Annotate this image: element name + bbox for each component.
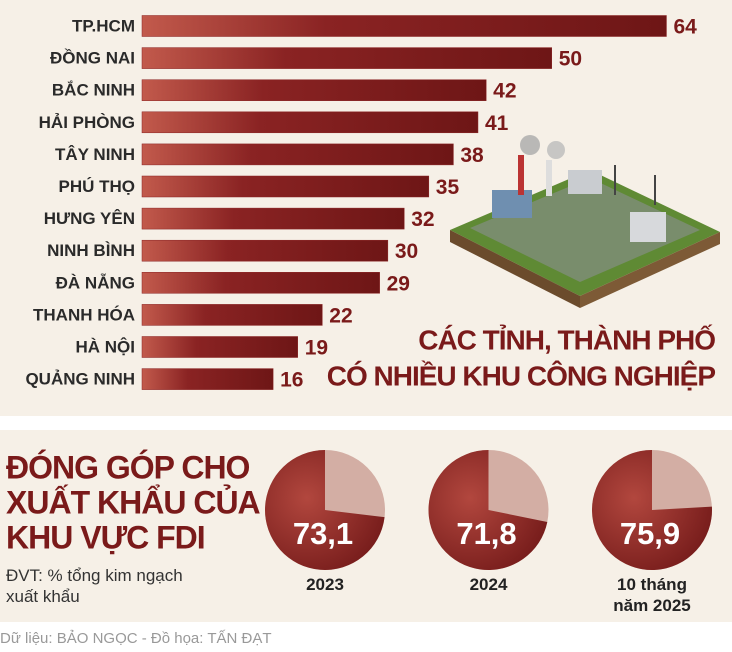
value-label: 73,1	[293, 516, 353, 551]
pie-title: KHU VỰC FDI	[6, 519, 205, 555]
bar	[141, 79, 487, 101]
value-label: 29	[387, 272, 410, 295]
value-label: 22	[329, 304, 352, 327]
bar	[141, 47, 552, 69]
category-label: TP.HCM	[72, 16, 135, 35]
value-label: 50	[559, 48, 582, 71]
category-label: QUẢNG NINH	[25, 370, 135, 389]
value-label: 30	[395, 240, 418, 263]
bar	[141, 272, 380, 294]
value-label: 42	[493, 80, 516, 103]
category-label: ĐÀ NẴNG	[56, 273, 135, 292]
bar	[141, 368, 274, 390]
category-label: HẢI PHÒNG	[39, 113, 135, 132]
value-label: 38	[460, 144, 484, 167]
category-label: 10 tháng năm 2025	[613, 575, 691, 615]
bar	[141, 239, 389, 262]
value-label: 32	[411, 208, 434, 231]
value-label: 19	[305, 337, 328, 360]
pie-title: XUẤT KHẨU CỦA	[6, 484, 261, 520]
category-label: TÂY NINH	[55, 145, 135, 164]
pie-subtitle: ĐVT: % tổng kim ngạch xuất khẩu	[6, 566, 183, 606]
bar	[141, 336, 298, 358]
pie-title: ĐÓNG GÓP CHO	[6, 449, 250, 485]
category-label: THANH HÓA	[33, 305, 135, 324]
bar	[141, 304, 323, 326]
category-label: 2024	[469, 575, 508, 594]
pie-slice	[592, 450, 712, 571]
value-label: 35	[436, 176, 460, 199]
category-label: PHÚ THỌ	[59, 177, 136, 196]
category-label: 2023	[306, 575, 344, 594]
source: Dữ liệu: BẢO NGỌC - Đồ họa: TẤN ĐẠT	[0, 630, 272, 647]
chart-title: CÁC TỈNH, THÀNH PHỐ	[418, 323, 715, 355]
bar	[141, 111, 479, 134]
bar	[141, 143, 454, 166]
value-label: 16	[280, 369, 303, 392]
value-label: 64	[673, 16, 697, 39]
bar	[141, 207, 405, 230]
pie-slice	[428, 450, 548, 570]
pie-slice	[265, 450, 385, 571]
category-label: HÀ NỘI	[76, 337, 136, 356]
category-label: BẮC NINH	[52, 81, 135, 100]
category-label: NINH BÌNH	[47, 241, 135, 260]
factory-illustration	[450, 135, 720, 308]
category-label: HƯNG YÊN	[44, 209, 135, 228]
bar	[141, 175, 430, 198]
value-label: 75,9	[620, 516, 680, 551]
chart-title: CÓ NHIỀU KHU CÔNG NGHIỆP	[327, 359, 716, 391]
category-label: ĐỒNG NAI	[50, 49, 135, 68]
value-label: 41	[485, 112, 509, 135]
value-label: 71,8	[456, 516, 516, 551]
bar	[141, 15, 667, 37]
